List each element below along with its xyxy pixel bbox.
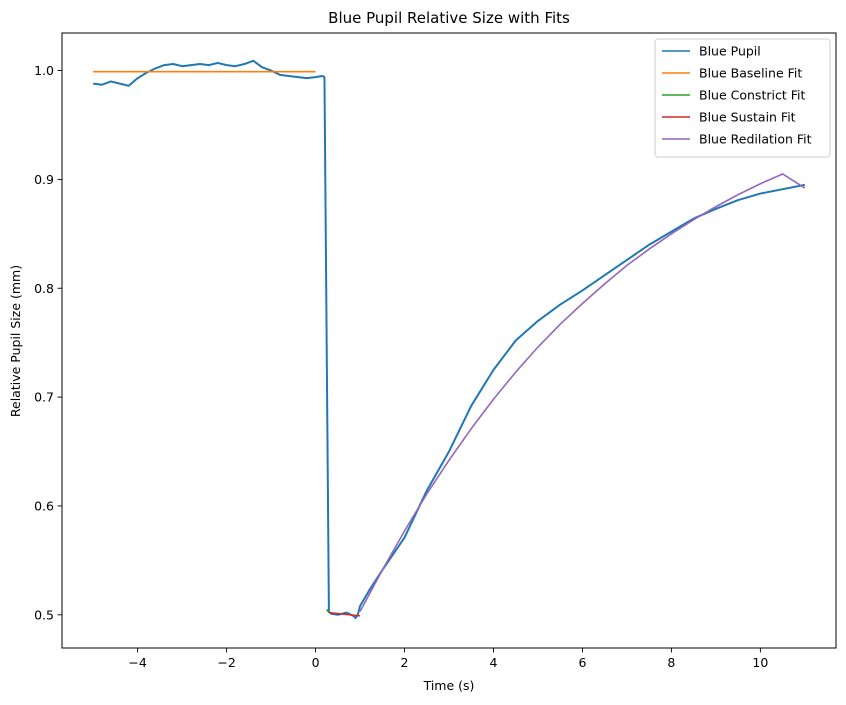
x-tick-label: 10 (752, 655, 768, 670)
x-tick-label: 4 (490, 655, 498, 670)
legend-label: Blue Constrict Fit (699, 88, 805, 103)
x-axis: −4 −2 0 2 4 6 8 10 (128, 648, 768, 670)
y-tick-label: 0.6 (34, 498, 54, 513)
x-tick-label: −4 (128, 655, 146, 670)
chart-title: Blue Pupil Relative Size with Fits (328, 9, 570, 27)
x-tick-label: −2 (217, 655, 235, 670)
y-tick-label: 0.9 (34, 172, 54, 187)
legend-label: Blue Baseline Fit (699, 66, 802, 81)
x-axis-label: Time (s) (423, 678, 475, 693)
series-line-4 (359, 173, 806, 612)
x-tick-label: 2 (401, 655, 409, 670)
plot-lines (93, 59, 806, 620)
series-line-3 (328, 611, 361, 617)
y-axis-label: Relative Pupil Size (mm) (8, 265, 23, 417)
x-tick-label: 8 (667, 655, 675, 670)
y-tick-label: 0.7 (34, 390, 54, 405)
legend: Blue Pupil Blue Baseline Fit Blue Constric… (654, 38, 831, 158)
legend-label: Blue Sustain Fit (699, 110, 796, 125)
series-line-2 (326, 608, 330, 614)
y-tick-label: 1.0 (34, 63, 54, 78)
x-tick-label: 6 (578, 655, 586, 670)
y-axis: 0.5 0.6 0.7 0.8 0.9 1.0 (34, 63, 62, 622)
legend-label: Blue Pupil (699, 44, 761, 59)
y-tick-label: 0.5 (34, 607, 54, 622)
x-tick-label: 0 (312, 655, 320, 670)
legend-box (654, 38, 831, 158)
legend-label: Blue Redilation Fit (699, 132, 812, 147)
plot-area-frame (61, 32, 837, 649)
y-tick-label: 0.8 (34, 281, 54, 296)
